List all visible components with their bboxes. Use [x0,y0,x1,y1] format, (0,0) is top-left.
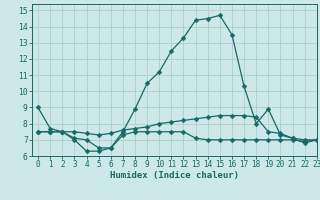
X-axis label: Humidex (Indice chaleur): Humidex (Indice chaleur) [110,171,239,180]
